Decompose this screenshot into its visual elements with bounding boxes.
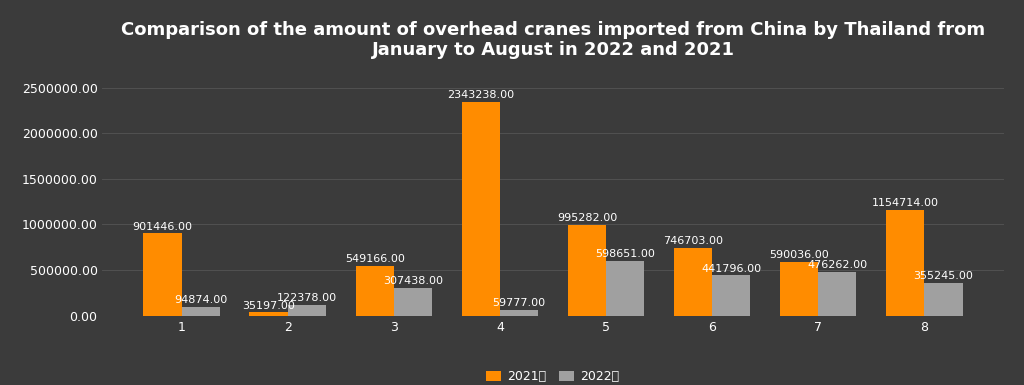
Text: 441796.00: 441796.00 [701, 264, 761, 274]
Bar [818, 272, 856, 316]
Bar [288, 305, 326, 316]
Bar [462, 102, 500, 316]
Text: 94874.00: 94874.00 [174, 295, 227, 305]
Text: 476262.00: 476262.00 [807, 260, 867, 270]
Text: 590036.00: 590036.00 [769, 250, 829, 260]
Bar [780, 262, 818, 316]
Text: 35197.00: 35197.00 [242, 301, 295, 311]
Bar [500, 310, 538, 316]
Bar [143, 233, 181, 316]
Text: 995282.00: 995282.00 [557, 213, 617, 223]
Bar [568, 225, 606, 316]
Text: 307438.00: 307438.00 [383, 276, 443, 286]
Bar [181, 307, 220, 316]
Bar [250, 313, 288, 316]
Legend: 2021年, 2022年: 2021年, 2022年 [481, 365, 625, 385]
Text: 901446.00: 901446.00 [132, 222, 193, 232]
Bar [712, 275, 751, 316]
Text: 122378.00: 122378.00 [276, 293, 337, 303]
Bar [674, 248, 712, 316]
Bar [886, 210, 925, 316]
Text: 59777.00: 59777.00 [493, 298, 546, 308]
Text: 549166.00: 549166.00 [345, 254, 404, 264]
Bar [355, 266, 394, 316]
Bar [394, 288, 432, 316]
Text: 355245.00: 355245.00 [913, 271, 974, 281]
Text: 2343238.00: 2343238.00 [447, 90, 514, 100]
Bar [925, 283, 963, 316]
Text: 1154714.00: 1154714.00 [871, 199, 939, 209]
Text: 598651.00: 598651.00 [595, 249, 655, 259]
Text: 746703.00: 746703.00 [663, 236, 723, 246]
Bar [606, 261, 644, 316]
Title: Comparison of the amount of overhead cranes imported from China by Thailand from: Comparison of the amount of overhead cra… [121, 21, 985, 59]
